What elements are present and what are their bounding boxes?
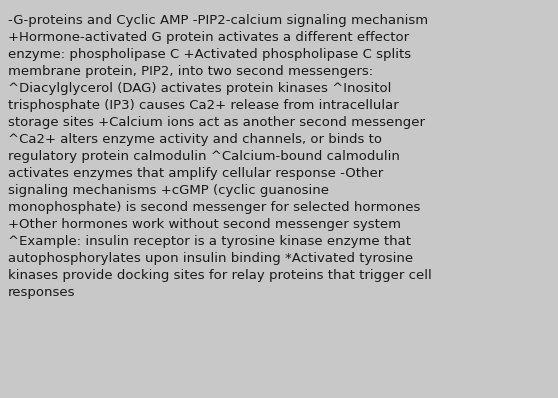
Text: -G-proteins and Cyclic AMP -PIP2-calcium signaling mechanism
+Hormone-activated : -G-proteins and Cyclic AMP -PIP2-calcium… [8, 14, 432, 299]
